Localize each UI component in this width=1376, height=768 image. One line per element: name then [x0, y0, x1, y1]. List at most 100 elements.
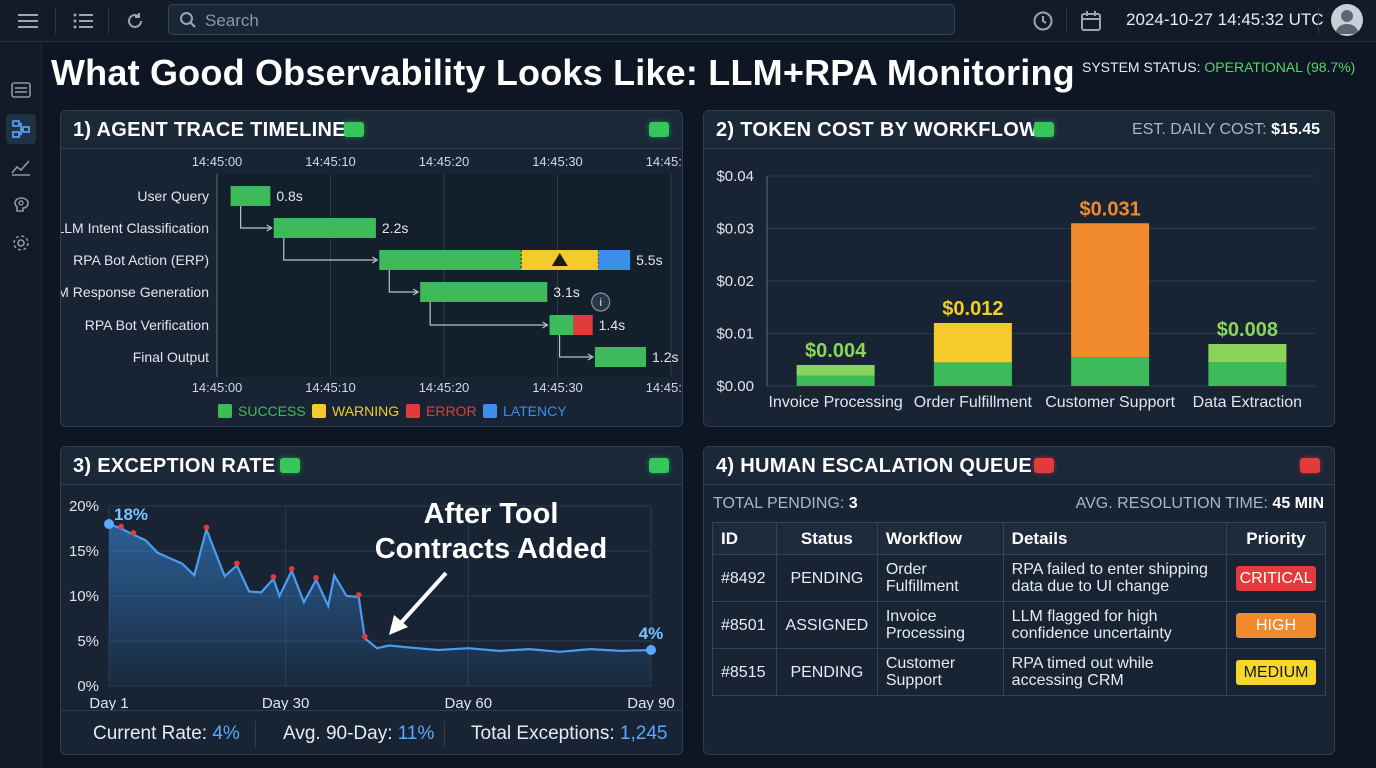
- cell-details-line: accessing CRM: [1011, 672, 1124, 689]
- trace-timeline-chart: 14:45:00 14:45:00 14:45:10 14:45:10 14:45:20…: [61, 154, 682, 395]
- panel-header: 1) AGENT TRACE TIMELINE: [61, 111, 682, 149]
- info-icon-glyph: i: [599, 297, 601, 309]
- x-category-label: Order Fulfillment: [914, 394, 1033, 411]
- warning-icon: [551, 253, 568, 266]
- y-tick-label: 20%: [69, 498, 99, 515]
- bar-base-segment: [1208, 362, 1287, 386]
- priority-badge: MEDIUM: [1236, 659, 1317, 685]
- y-tick-label: $0.00: [716, 378, 754, 395]
- cell-workflow-line: Support: [885, 672, 942, 689]
- x-category-label: Data Extraction: [1193, 394, 1302, 411]
- system-status-value: OPERATIONAL (98.7%): [1204, 59, 1356, 75]
- calendar-icon[interactable]: [1078, 8, 1104, 34]
- x-tick-label-top: 14:45:00: [192, 154, 243, 169]
- list-icon[interactable]: [70, 8, 96, 34]
- current-datetime: 2024-10-27 14:45:32 UTC: [1126, 10, 1324, 29]
- stat-label: Avg. 90-Day:: [283, 723, 398, 744]
- trace-segment-success: [273, 218, 376, 238]
- cell-id: #8492: [712, 554, 777, 602]
- exception-rate-line: [108, 522, 652, 653]
- dependency-arrow: [558, 335, 592, 358]
- menu-icon[interactable]: [15, 8, 41, 34]
- table-row[interactable]: #8492 PENDING Order Fulfillment RPA failed t…: [712, 554, 1326, 602]
- avg-resolution-value: 45 MIN: [1272, 495, 1324, 512]
- bar-top-segment: [1071, 223, 1150, 358]
- arrow-head: [587, 353, 595, 361]
- y-tick-label: $0.03: [716, 221, 754, 238]
- priority-badge: HIGH: [1236, 612, 1317, 638]
- stat-value: 11%: [397, 723, 435, 744]
- column-header-status[interactable]: Status: [775, 522, 878, 555]
- table-row[interactable]: #8501 ASSIGNED Invoice Processing LLM flagge…: [712, 601, 1326, 649]
- x-tick-label-bottom: 14:45:10: [305, 380, 356, 395]
- duration-label: 1.4s: [599, 317, 625, 333]
- trace-segment-success: [594, 347, 647, 367]
- arrow-head: [412, 288, 420, 296]
- x-tick-label-bottom: 14:45:30: [532, 380, 583, 395]
- trace-segment-success: [379, 250, 522, 270]
- trace-timeline-panel: 1) AGENT TRACE TIMELINE 14:45:00 14:45:00…: [60, 110, 683, 427]
- user-avatar-icon[interactable]: [1331, 4, 1363, 36]
- daily-cost: EST. DAILY COST: $15.45: [1132, 121, 1320, 139]
- analytics-icon[interactable]: [8, 154, 34, 180]
- step-label: Final Output: [133, 349, 209, 365]
- x-tick-label: Day 1: [89, 695, 128, 712]
- arrow-head: [542, 321, 549, 329]
- x-category-label: Customer Support: [1045, 394, 1175, 411]
- arrow-head: [371, 256, 379, 264]
- bar-top-segment: [796, 365, 875, 376]
- total-pending-label: TOTAL PENDING:: [713, 495, 849, 512]
- anomaly-point: [118, 523, 124, 530]
- refresh-icon[interactable]: [122, 8, 148, 34]
- status-led: [280, 458, 300, 473]
- total-pending-value: 3: [848, 495, 858, 512]
- daily-cost-value: $15.45: [1271, 121, 1320, 138]
- bar-value-label: $0.012: [942, 298, 1003, 320]
- column-header-priority[interactable]: Priority: [1226, 522, 1326, 555]
- duration-label: 1.2s: [652, 349, 678, 365]
- y-tick-label: $0.01: [716, 326, 754, 343]
- brain-icon[interactable]: [8, 192, 34, 218]
- legend-label: SUCCESS: [238, 403, 306, 419]
- exception-stats: Current Rate: 4% Avg. 90-Day: 11% Total …: [61, 710, 682, 754]
- toolbar-divider: [1318, 8, 1319, 34]
- bar-base-segment: [796, 375, 875, 386]
- cell-workflow-line: Fulfillment: [885, 578, 959, 595]
- cell-priority: HIGH: [1226, 601, 1326, 649]
- y-tick-label: 15%: [69, 543, 99, 560]
- duration-label: 3.1s: [553, 284, 579, 300]
- panel-title: 3) EXCEPTION RATE: [73, 455, 276, 477]
- status-led: [649, 122, 669, 137]
- cell-workflow-line: Customer: [885, 655, 956, 672]
- column-header-details[interactable]: Details: [1002, 522, 1228, 555]
- bar-value-label: $0.008: [1217, 319, 1278, 341]
- search-input[interactable]: Search: [168, 4, 955, 35]
- flow-icon[interactable]: [6, 114, 36, 144]
- cell-workflow-line: Processing: [885, 625, 965, 642]
- cell-workflow: Customer Support: [876, 648, 1004, 696]
- search-icon: [179, 11, 197, 34]
- cell-status: PENDING: [775, 554, 878, 602]
- priority-badge: CRITICAL: [1236, 565, 1317, 591]
- start-point: [104, 519, 114, 529]
- dependency-arrow: [388, 270, 418, 293]
- toolbar-divider: [1066, 8, 1067, 34]
- system-status: SYSTEM STATUS: OPERATIONAL (98.7%): [1082, 59, 1355, 75]
- info-icon: [591, 292, 611, 312]
- x-category-label: Invoice Processing: [768, 394, 902, 411]
- bar-value-label: $0.031: [1080, 198, 1141, 220]
- column-header-id[interactable]: ID: [712, 522, 777, 555]
- end-point: [646, 645, 656, 655]
- inbox-icon[interactable]: [8, 77, 34, 103]
- table-header-row: ID Status Workflow Details Priority: [712, 522, 1326, 555]
- anomaly-point: [361, 633, 368, 640]
- settings-icon[interactable]: [8, 230, 34, 256]
- cell-status: PENDING: [775, 648, 878, 696]
- table-row[interactable]: #8515 PENDING Customer Support RPA timed out…: [712, 648, 1326, 696]
- cell-details-line: RPA timed out while: [1011, 655, 1154, 672]
- history-icon[interactable]: [1030, 8, 1056, 34]
- anomaly-point: [313, 575, 319, 581]
- column-header-workflow[interactable]: Workflow: [876, 522, 1004, 555]
- stat-avg-rate: Avg. 90-Day: 11%: [283, 723, 434, 745]
- cell-workflow: Invoice Processing: [876, 601, 1004, 649]
